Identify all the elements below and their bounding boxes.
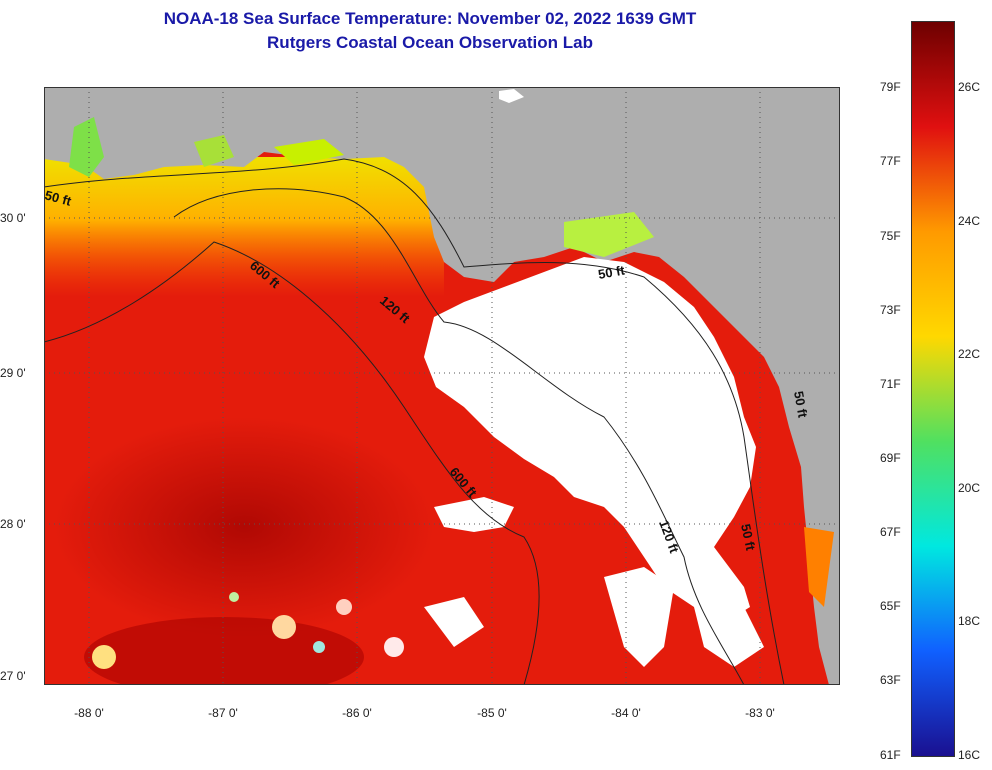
- colorbar-f-73: 73F: [880, 303, 901, 317]
- lat-label-28: 28 0': [0, 517, 26, 531]
- cloud-fleck: [92, 645, 116, 669]
- cloud-mask-south-1: [434, 497, 514, 532]
- contour-label-50ft-east: 50 ft: [597, 262, 627, 282]
- lon-label-86: -86 0': [342, 706, 372, 720]
- colorbar-c-24: 24C: [958, 214, 981, 228]
- cool-shelf-band: [44, 157, 444, 297]
- cloud-fleck: [313, 641, 325, 653]
- lagoon-mid: [194, 135, 234, 167]
- cloud-fleck: [336, 599, 352, 615]
- map-subtitle: Rutgers Coastal Ocean Observation Lab: [267, 33, 593, 52]
- lon-label-83: -83 0': [745, 706, 775, 720]
- contour-600ft: [44, 241, 540, 685]
- contour-label-50ft-west: 50 ft: [44, 187, 74, 209]
- lon-label-87: -87 0': [208, 706, 238, 720]
- sst-map: 50 ft 600 ft 120 ft 50 ft 600 ft 120 ft …: [44, 87, 840, 685]
- temperature-colorbar: [911, 21, 955, 757]
- cloud-mask-main: [424, 257, 756, 617]
- warm-core-south: [84, 617, 364, 685]
- cloud-mask-south-3: [694, 607, 764, 667]
- lat-label-30: 30 0': [0, 211, 26, 225]
- colorbar-c-26: 26C: [958, 80, 981, 94]
- colorbar-f-69: 69F: [880, 451, 901, 465]
- lon-label-85: -85 0': [477, 706, 507, 720]
- colorbar-c-20: 20C: [958, 481, 981, 495]
- colorbar-f-67: 67F: [880, 525, 901, 539]
- lat-label-29: 29 0': [0, 366, 26, 380]
- depth-contours: [44, 158, 785, 685]
- contour-label-50ft-coast: 50 ft: [791, 390, 811, 420]
- cloud-fleck: [229, 592, 239, 602]
- bay-south: [804, 527, 834, 607]
- colorbar-f-77: 77F: [880, 154, 901, 168]
- cloud-mask-south-4: [424, 597, 484, 647]
- colorbar-f-71: 71F: [880, 377, 901, 391]
- colorbar-f-79: 79F: [880, 80, 901, 94]
- cloud-fleck: [272, 615, 296, 639]
- colorbar-f-75: 75F: [880, 229, 901, 243]
- lagoon-west: [69, 117, 104, 177]
- contour-50ft: [44, 158, 785, 685]
- lon-label-88: -88 0': [74, 706, 104, 720]
- warm-core: [54, 417, 434, 637]
- colorbar-c-18: 18C: [958, 614, 981, 628]
- colorbar-c-16: 16C: [958, 748, 981, 762]
- bay-east: [564, 212, 654, 257]
- colorbar-f-65: 65F: [880, 599, 901, 613]
- lagoon-east: [274, 139, 344, 165]
- cloud-fleck: [384, 637, 404, 657]
- lon-label-84: -84 0': [611, 706, 641, 720]
- cloud-mask-south-2: [604, 567, 674, 667]
- colorbar-f-61: 61F: [880, 748, 901, 762]
- map-title: NOAA-18 Sea Surface Temperature: Novembe…: [163, 9, 697, 28]
- contour-label-50ft-south: 50 ft: [738, 523, 758, 553]
- contour-120ft: [173, 188, 745, 685]
- colorbar-f-63: 63F: [880, 673, 901, 687]
- colorbar-c-22: 22C: [958, 347, 981, 361]
- lat-label-27: 27 0': [0, 669, 26, 683]
- cloud-mask-top: [499, 89, 524, 103]
